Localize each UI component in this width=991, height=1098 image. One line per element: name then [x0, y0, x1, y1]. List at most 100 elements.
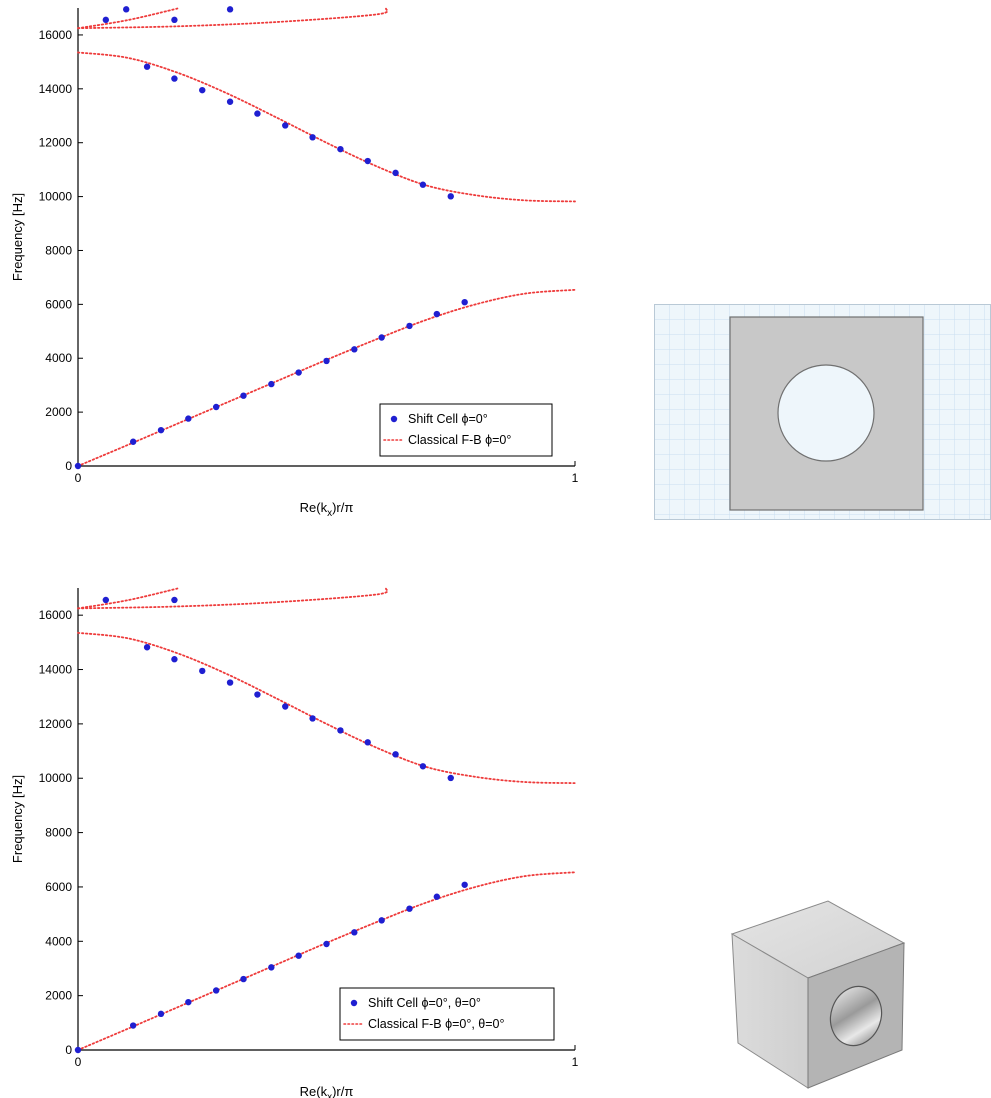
legend-shift-label: Shift Cell ϕ=0°, θ=0°: [368, 996, 481, 1010]
shift-cell-point: [295, 369, 302, 376]
y-tick-label: 10000: [39, 190, 73, 204]
legend-box: [339, 987, 555, 1041]
y-tick-label: 0: [65, 459, 72, 473]
shift-cell-point: [447, 193, 454, 200]
shift-cell-point: [102, 16, 110, 24]
shift-cell-point: [419, 181, 427, 188]
shift-cell-point: [309, 715, 316, 722]
shift-cell-point: [226, 6, 234, 13]
legend-classical-label: Classical F-B ϕ=0°: [408, 433, 511, 447]
shift-cell-point: [378, 334, 385, 341]
y-tick-label: 12000: [39, 717, 73, 731]
y-tick-label: 0: [65, 1043, 72, 1057]
y-tick-label: 14000: [39, 82, 73, 96]
unit-cell-3d-inset: [730, 900, 906, 1089]
x-axis-label: Re(kx)r/π: [300, 1084, 354, 1098]
shift-cell-point: [433, 893, 441, 900]
y-tick-label: 12000: [39, 136, 73, 150]
legend-box: [379, 403, 553, 457]
classical-fb-curve: [77, 51, 576, 203]
shift-cell-point: [226, 679, 234, 686]
shift-cell-point: [185, 998, 192, 1006]
x-tick-label: 1: [572, 471, 579, 485]
shift-cell-point: [123, 6, 130, 13]
shift-cell-point: [268, 380, 275, 388]
y-tick-label: 16000: [39, 608, 73, 622]
y-tick-label: 4000: [45, 934, 72, 948]
y-tick-label: 6000: [45, 297, 72, 311]
x-axis-label: Re(kx)r/π: [300, 500, 354, 519]
legend-shift-marker: [350, 999, 358, 1007]
shift-cell-point: [240, 392, 247, 399]
shift-cell-point: [351, 346, 358, 353]
classical-fb-curve: [77, 7, 179, 30]
shift-cell-point: [392, 751, 399, 758]
dispersion-chart-3d: 0 2000 4000 6000 8000 10000 12000 14000 16000 0 1 F…: [10, 587, 579, 1098]
x-tick-label: 0: [75, 471, 82, 485]
shift-cell-point: [268, 964, 275, 971]
classical-fb-curve: [77, 587, 179, 610]
shift-cell-point: [364, 739, 371, 746]
y-tick-label: 14000: [39, 663, 73, 677]
shift-cell-point: [199, 667, 206, 675]
shift-cell-point: [143, 63, 151, 70]
shift-cell-point: [378, 917, 385, 924]
shift-cell-point: [226, 98, 234, 105]
unit-cell-hole: [777, 364, 875, 462]
shift-cell-point: [323, 357, 330, 365]
legend-shift-marker: [390, 415, 398, 423]
shift-cell-point: [295, 952, 302, 959]
shift-cell-point: [351, 929, 358, 936]
shift-cell-point: [212, 987, 220, 994]
shift-cell-point: [392, 169, 399, 177]
shift-cell-point: [337, 727, 344, 734]
shift-cell-point: [309, 134, 316, 141]
shift-cell-point: [171, 656, 178, 663]
classical-fb-curve: [77, 7, 389, 30]
shift-cell-point: [461, 298, 468, 306]
y-axis-label: Frequency [Hz]: [10, 775, 25, 863]
shift-cell-point: [171, 16, 178, 24]
y-tick-label: 16000: [39, 28, 73, 42]
shift-cell-point: [364, 157, 371, 165]
shift-cell-point: [282, 703, 289, 710]
y-tick-label: 2000: [45, 405, 72, 419]
shift-cell-point: [212, 403, 220, 411]
shift-cell-point: [157, 426, 165, 434]
y-axis-label: Frequency [Hz]: [10, 193, 25, 281]
shift-cell-point: [447, 774, 454, 782]
shift-cell-point: [282, 122, 289, 129]
shift-cell-point: [254, 110, 261, 117]
shift-cell-point: [406, 905, 413, 912]
y-tick-label: 8000: [45, 243, 72, 257]
cube-hole: [829, 985, 883, 1047]
shift-cell-point: [254, 691, 261, 698]
y-tick-label: 8000: [45, 826, 72, 840]
y-tick-label: 6000: [45, 880, 72, 894]
classical-fb-curve: [77, 631, 576, 785]
shift-cell-point: [129, 438, 137, 445]
unit-cell-2d-inset: [654, 304, 991, 520]
shift-cell-point: [171, 75, 178, 82]
y-tick-label: 4000: [45, 351, 72, 365]
shift-cell-point: [461, 881, 468, 888]
shift-cell-point: [433, 310, 441, 318]
shift-cell-point: [323, 940, 330, 948]
shift-cell-point: [129, 1022, 137, 1029]
shift-cell-point: [74, 462, 82, 470]
classical-fb-curve: [77, 587, 389, 610]
shift-cell-point: [419, 763, 427, 770]
shift-cell-point: [199, 86, 206, 94]
shift-cell-point: [143, 644, 151, 651]
y-tick-label: 2000: [45, 989, 72, 1003]
shift-cell-point: [102, 596, 110, 604]
shift-cell-point: [185, 415, 192, 422]
legend-classical-label: Classical F-B ϕ=0°, θ=0°: [368, 1017, 505, 1031]
shift-cell-point: [171, 596, 178, 604]
x-tick-label: 1: [572, 1055, 579, 1069]
shift-cell-point: [74, 1046, 82, 1054]
shift-cell-point: [337, 145, 344, 153]
shift-cell-point: [157, 1010, 165, 1018]
legend-shift-label: Shift Cell ϕ=0°: [408, 412, 488, 426]
x-tick-label: 0: [75, 1055, 82, 1069]
